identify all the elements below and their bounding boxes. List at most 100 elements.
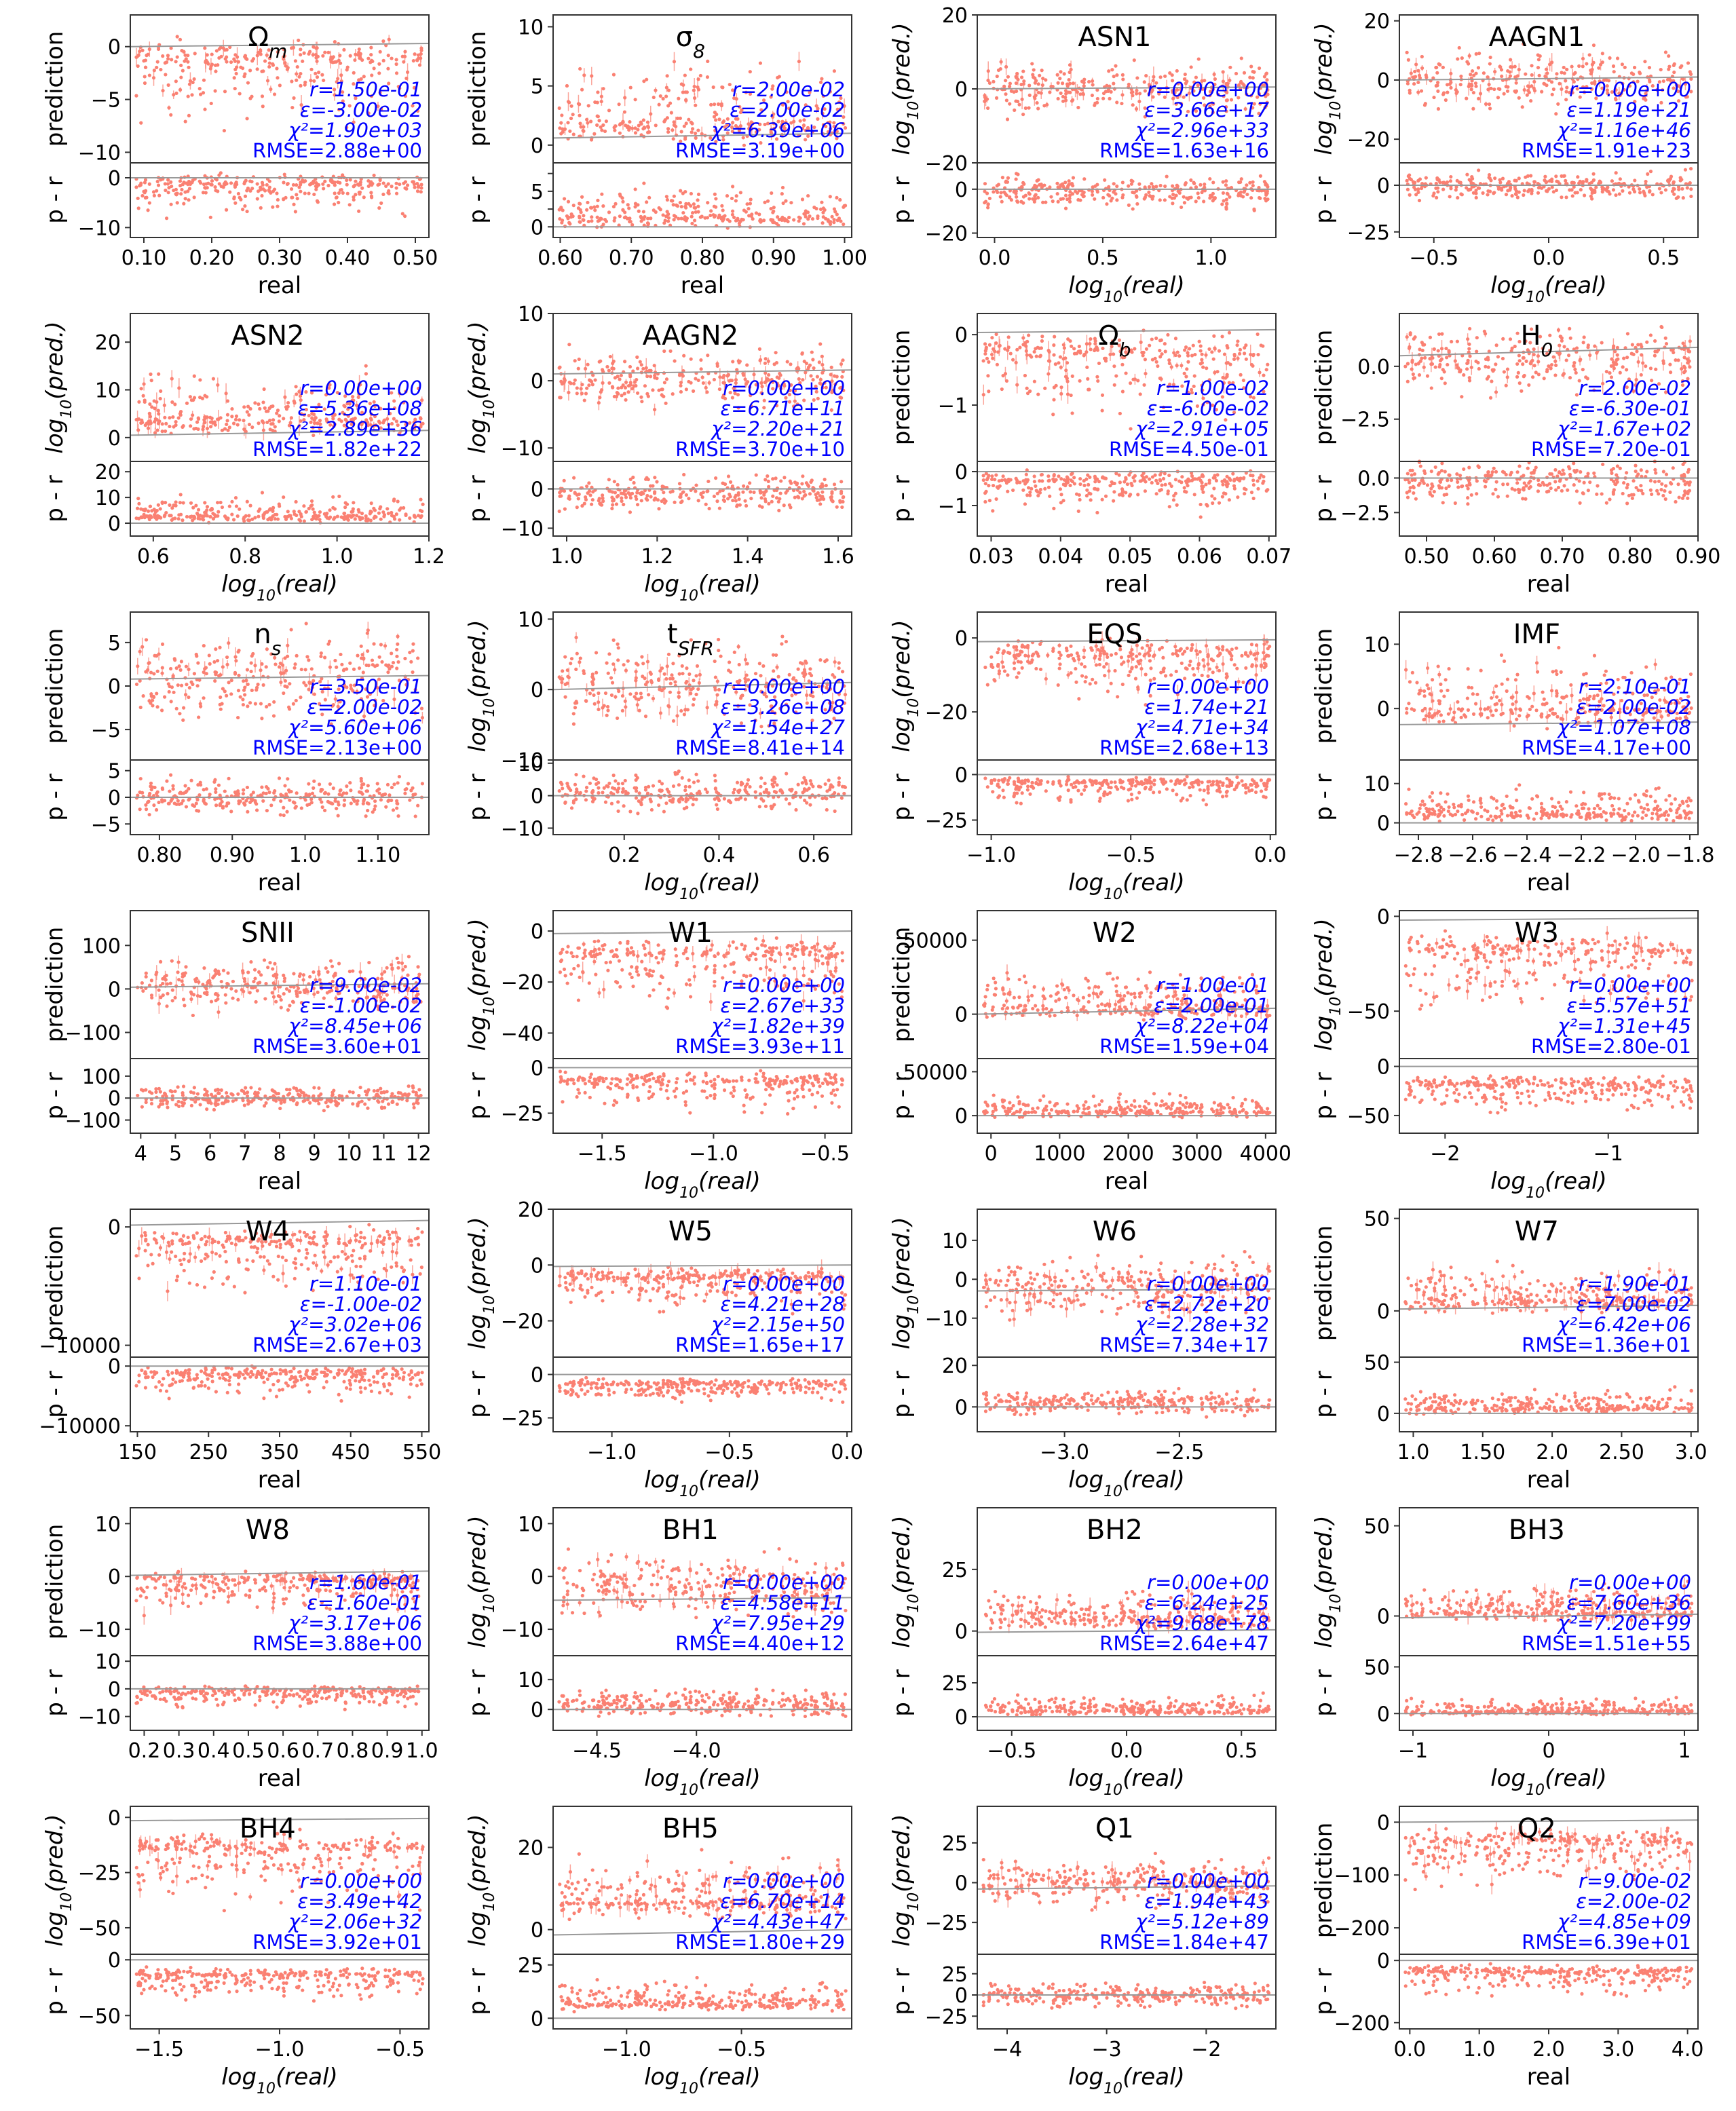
residual-point [820,482,824,486]
data-point [693,131,698,136]
residual-point [318,510,322,514]
residual-point [590,502,594,506]
residual-point [699,491,703,495]
data-point [1530,64,1534,68]
residual-point [1065,197,1070,202]
data-point [1437,62,1441,66]
data-point [752,373,756,377]
data-point [635,366,640,370]
y-axis-label: log10(pred.) [41,321,75,453]
data-point [179,63,183,68]
data-point [1085,365,1089,369]
residual-point [817,498,821,502]
data-point [224,392,228,396]
residual-point [1659,191,1663,195]
data-point [1112,383,1116,387]
y-tick-label: 20 [95,331,121,355]
data-point [646,394,650,398]
x-axis-label: real [681,272,724,299]
residual-point [614,202,618,206]
data-point [759,141,763,145]
residual-point [157,193,162,197]
data-point [668,101,673,105]
residual-point [1224,197,1229,202]
residual-point [1238,476,1243,480]
data-point [1532,79,1536,84]
data-point [587,383,591,387]
residual-point [201,517,205,521]
data-point [265,53,269,57]
residual-point [302,180,306,184]
data-point [837,100,842,104]
residual-point [1168,482,1172,486]
residual-point [168,503,172,507]
residual-point [806,193,810,198]
data-point [248,69,252,73]
data-point [1555,72,1559,76]
data-point [623,360,627,364]
data-point [403,50,407,54]
data-point [658,94,662,98]
residual-point [1547,187,1551,191]
residual-point [394,191,399,195]
data-point [597,119,601,123]
data-point [1040,339,1044,343]
data-point [812,366,816,370]
data-point [607,368,611,373]
residual-point [282,180,286,185]
residual-y-tick-label: 0 [531,216,544,240]
data-point [1537,73,1541,77]
residual-point [713,214,717,218]
residual-point [1154,492,1158,496]
residual-point [1173,478,1178,482]
data-point [611,359,616,364]
residual-point [211,516,216,521]
residual-point [345,183,349,187]
residual-point [596,219,600,223]
residual-point [1069,478,1073,482]
residual-point [1677,187,1681,191]
residual-point [618,214,622,218]
data-point [1081,92,1085,96]
residual-point [621,199,625,204]
data-point [778,371,782,376]
data-point [173,402,177,406]
residual-point [1068,483,1072,488]
data-point [225,419,229,423]
x-axis-label: log10(real) [644,571,761,605]
data-point [223,427,227,431]
data-point [687,117,691,121]
residual-point [1556,485,1561,490]
residual-point [1060,182,1065,186]
data-point [560,382,564,386]
residual-point [1526,189,1530,193]
residual-point [1124,491,1128,495]
data-point [1135,88,1139,92]
data-point [1091,79,1095,83]
data-point [651,388,655,392]
data-point [172,425,176,429]
residual-point [626,203,630,207]
data-point [1672,70,1676,75]
residual-point [568,222,572,226]
data-point [995,362,999,366]
residual-point [804,493,808,497]
data-point [370,58,374,62]
residual-point [1056,199,1060,204]
data-point [1530,375,1535,379]
residual-y-tick-label: −1 [938,495,968,518]
data-point [336,77,340,81]
data-point [1600,341,1604,345]
residual-point [1543,174,1547,178]
data-point [1055,73,1059,77]
residual-point [1131,207,1135,211]
residual-point [774,476,778,480]
residual-point [233,201,238,205]
data-point [1688,72,1693,76]
residual-point [737,221,742,225]
data-point [208,66,212,71]
residual-point [337,191,341,195]
residual-point [679,189,683,193]
residual-point [1061,197,1065,201]
data-point [302,51,306,55]
